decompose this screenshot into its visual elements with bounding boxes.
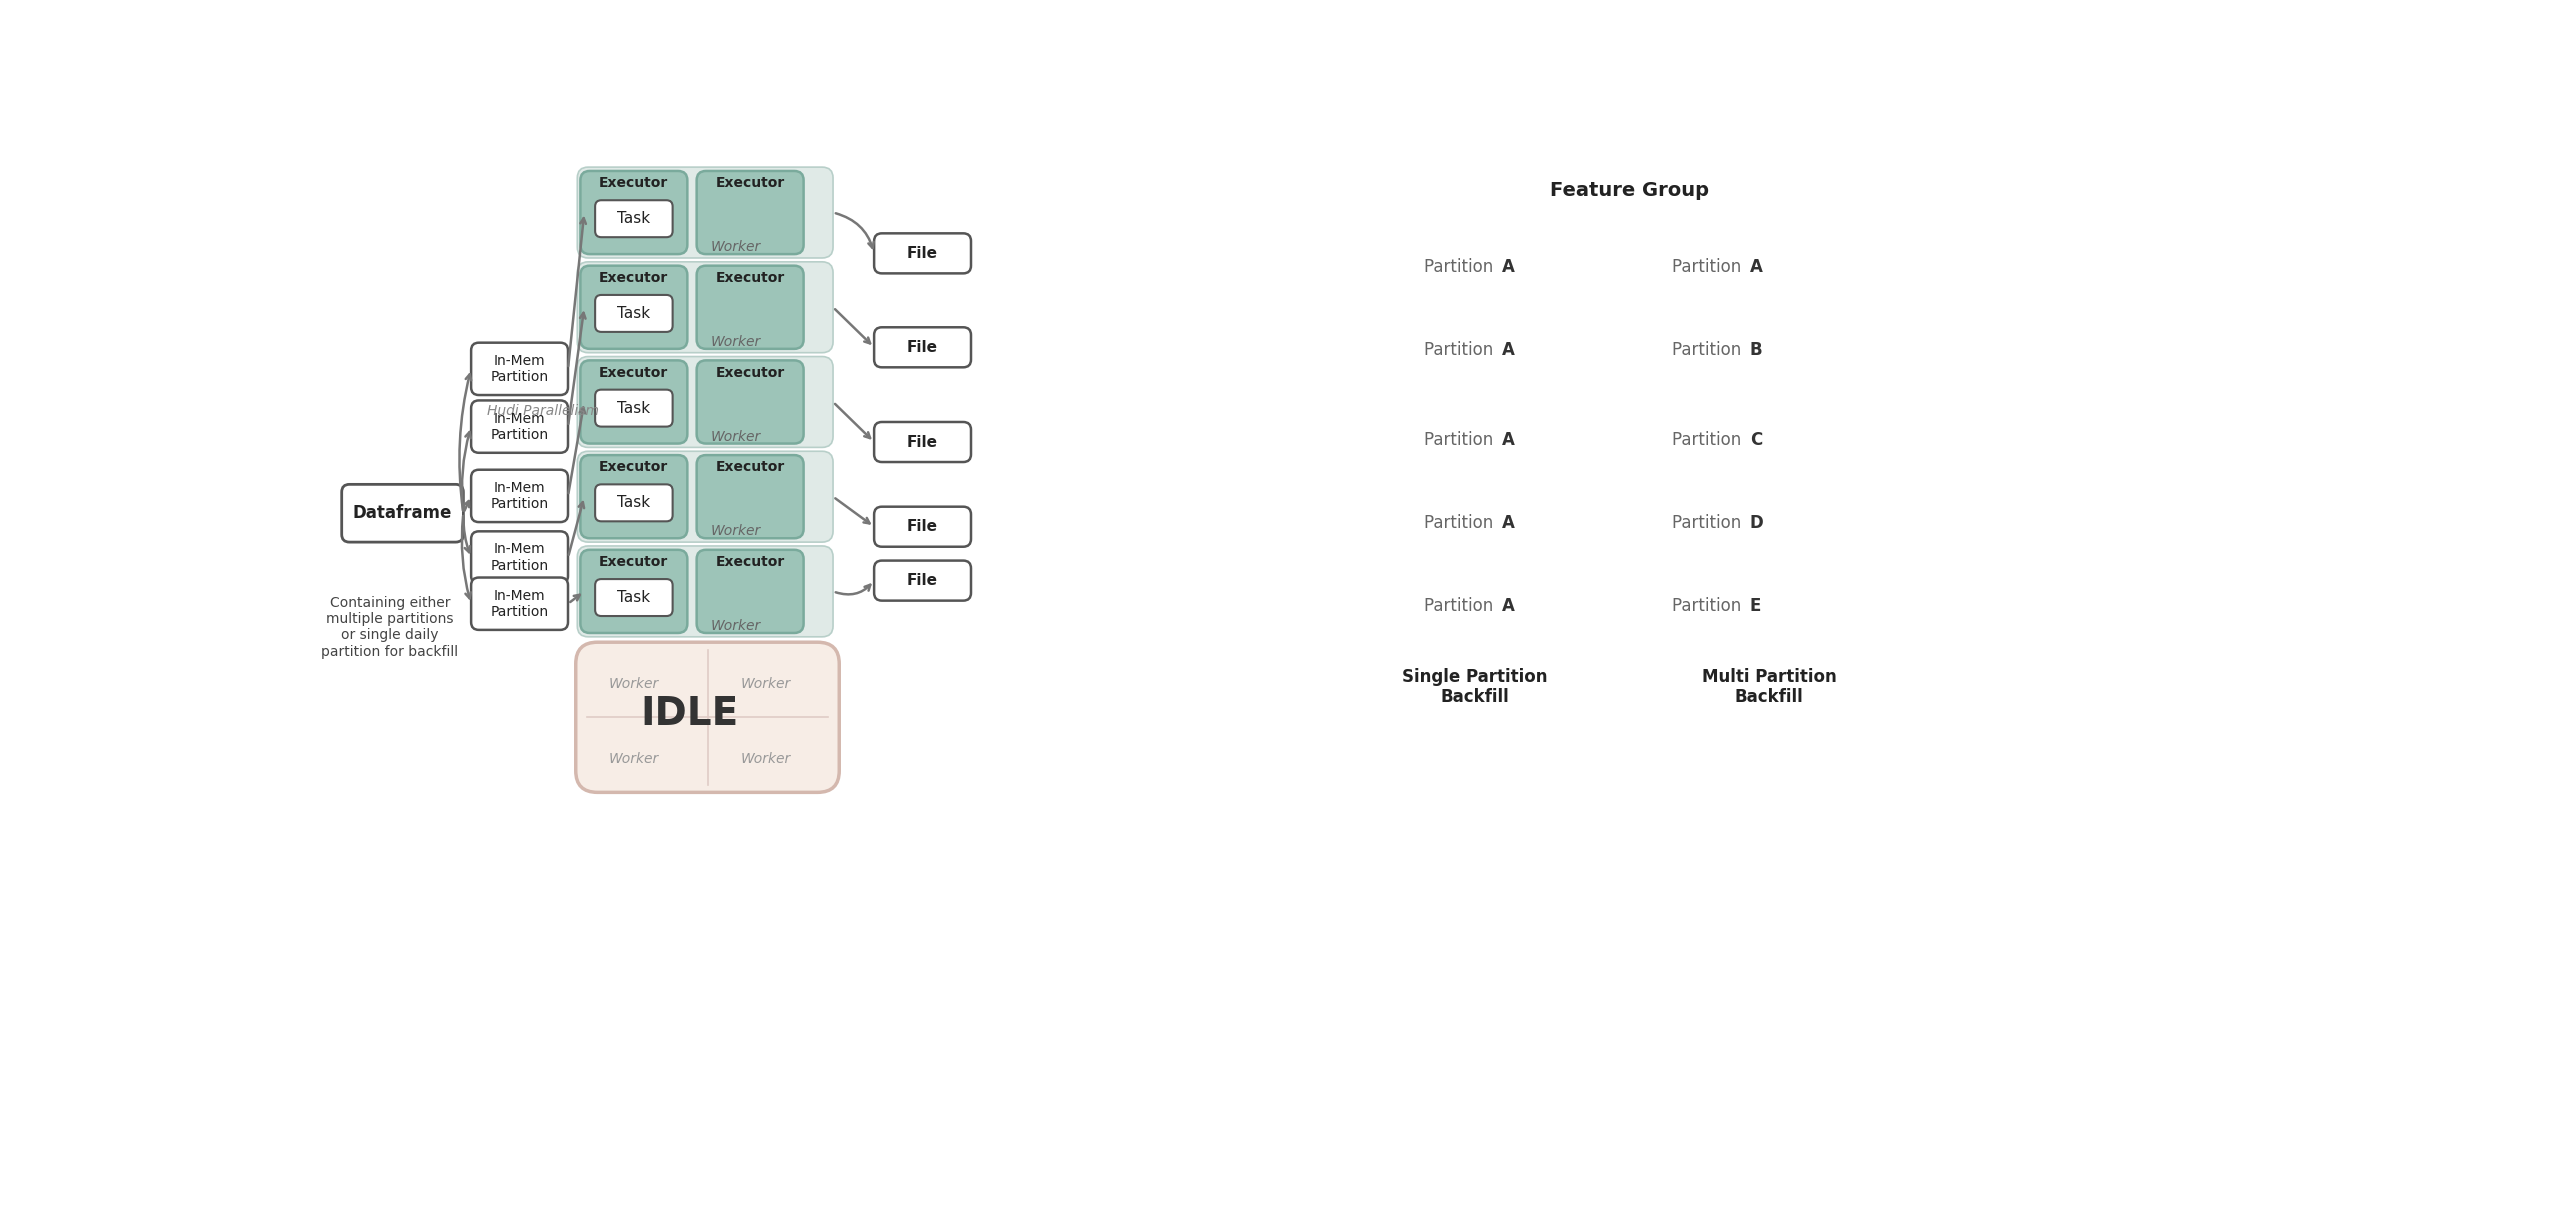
FancyBboxPatch shape <box>696 266 804 349</box>
Text: Executor: Executor <box>599 556 668 569</box>
Text: Partition: Partition <box>1672 431 1746 449</box>
FancyBboxPatch shape <box>576 642 840 792</box>
FancyBboxPatch shape <box>581 455 686 539</box>
Text: Worker: Worker <box>712 335 760 349</box>
Text: Task: Task <box>617 211 650 226</box>
FancyBboxPatch shape <box>581 549 686 633</box>
Text: Partition: Partition <box>1672 341 1746 359</box>
Text: Task: Task <box>617 590 650 605</box>
Text: In-Mem
Partition: In-Mem Partition <box>492 354 548 385</box>
Text: File: File <box>906 340 937 354</box>
FancyBboxPatch shape <box>579 546 832 637</box>
FancyBboxPatch shape <box>696 360 804 444</box>
Text: In-Mem
Partition: In-Mem Partition <box>492 542 548 573</box>
FancyBboxPatch shape <box>471 343 568 395</box>
Text: Executor: Executor <box>599 176 668 190</box>
Text: Executor: Executor <box>599 461 668 474</box>
Text: Worker: Worker <box>609 752 658 767</box>
Text: Worker: Worker <box>712 619 760 633</box>
Text: File: File <box>906 519 937 534</box>
FancyBboxPatch shape <box>873 507 970 547</box>
Text: Worker: Worker <box>712 524 760 539</box>
FancyBboxPatch shape <box>581 360 686 444</box>
Text: A: A <box>1503 258 1516 277</box>
Text: Partition: Partition <box>1423 514 1498 531</box>
Text: Task: Task <box>617 306 650 321</box>
FancyBboxPatch shape <box>581 171 686 255</box>
Text: Executor: Executor <box>599 365 668 380</box>
FancyBboxPatch shape <box>594 389 673 427</box>
Text: Partition: Partition <box>1672 597 1746 615</box>
FancyBboxPatch shape <box>471 469 568 522</box>
Text: Partition: Partition <box>1672 258 1746 277</box>
Text: Worker: Worker <box>712 240 760 255</box>
FancyBboxPatch shape <box>594 484 673 522</box>
FancyBboxPatch shape <box>594 200 673 238</box>
Text: Partition: Partition <box>1423 258 1498 277</box>
Text: Hudi Parallelism: Hudi Parallelism <box>486 404 599 418</box>
FancyBboxPatch shape <box>471 577 568 630</box>
Text: Executor: Executor <box>714 461 786 474</box>
Text: Partition: Partition <box>1423 597 1498 615</box>
Text: Executor: Executor <box>714 365 786 380</box>
Text: File: File <box>906 573 937 588</box>
FancyBboxPatch shape <box>696 549 804 633</box>
Text: A: A <box>1503 431 1516 449</box>
Text: Dataframe: Dataframe <box>353 505 453 523</box>
FancyBboxPatch shape <box>696 455 804 539</box>
Text: B: B <box>1751 341 1761 359</box>
FancyBboxPatch shape <box>340 484 463 542</box>
Text: In-Mem
Partition: In-Mem Partition <box>492 411 548 442</box>
FancyBboxPatch shape <box>873 560 970 600</box>
Text: Partition: Partition <box>1423 341 1498 359</box>
Text: Executor: Executor <box>714 270 786 285</box>
FancyBboxPatch shape <box>579 357 832 448</box>
Text: IDLE: IDLE <box>640 695 737 734</box>
Text: Task: Task <box>617 400 650 416</box>
Text: Worker: Worker <box>740 677 791 691</box>
Text: File: File <box>906 434 937 450</box>
Text: C: C <box>1751 431 1761 449</box>
Text: A: A <box>1751 258 1764 277</box>
FancyBboxPatch shape <box>873 328 970 368</box>
FancyBboxPatch shape <box>579 167 832 258</box>
FancyBboxPatch shape <box>873 422 970 462</box>
Text: A: A <box>1503 514 1516 531</box>
FancyBboxPatch shape <box>594 579 673 616</box>
FancyBboxPatch shape <box>581 266 686 349</box>
Text: In-Mem
Partition: In-Mem Partition <box>492 480 548 511</box>
Text: Partition: Partition <box>1672 514 1746 531</box>
Text: E: E <box>1751 597 1761 615</box>
Text: Executor: Executor <box>714 556 786 569</box>
Text: Executor: Executor <box>714 176 786 190</box>
FancyBboxPatch shape <box>579 451 832 542</box>
FancyBboxPatch shape <box>594 295 673 332</box>
Text: D: D <box>1751 514 1764 531</box>
Text: File: File <box>906 246 937 261</box>
Text: Worker: Worker <box>740 752 791 767</box>
Text: In-Mem
Partition: In-Mem Partition <box>492 588 548 619</box>
Text: Task: Task <box>617 495 650 511</box>
FancyBboxPatch shape <box>579 262 832 353</box>
Text: Single Partition
Backfill: Single Partition Backfill <box>1403 667 1546 706</box>
FancyBboxPatch shape <box>471 400 568 452</box>
FancyBboxPatch shape <box>471 531 568 583</box>
Text: A: A <box>1503 341 1516 359</box>
FancyBboxPatch shape <box>873 233 970 273</box>
Text: Worker: Worker <box>712 429 760 444</box>
Text: Worker: Worker <box>609 677 658 691</box>
Text: Executor: Executor <box>599 270 668 285</box>
Text: Partition: Partition <box>1423 431 1498 449</box>
Text: Multi Partition
Backfill: Multi Partition Backfill <box>1702 667 1836 706</box>
Text: Feature Group: Feature Group <box>1551 181 1710 200</box>
FancyBboxPatch shape <box>696 171 804 255</box>
Text: Containing either
multiple partitions
or single daily
partition for backfill: Containing either multiple partitions or… <box>320 596 458 659</box>
Text: A: A <box>1503 597 1516 615</box>
